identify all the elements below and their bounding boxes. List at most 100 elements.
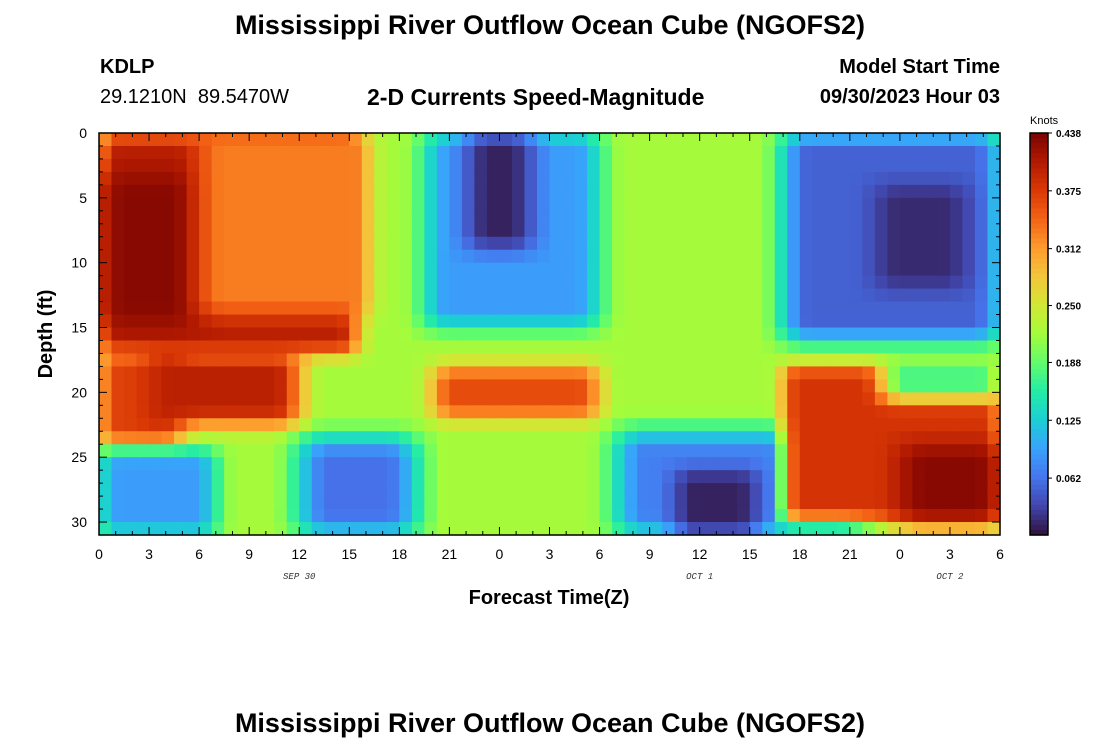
- heatmap-cell: [637, 483, 651, 497]
- heatmap-cell: [336, 236, 350, 251]
- heatmap-cell: [949, 431, 964, 445]
- heatmap-cell: [324, 210, 338, 225]
- heatmap-cell: [424, 327, 438, 342]
- heatmap-cell: [261, 327, 275, 342]
- heatmap-cell: [662, 353, 676, 368]
- heatmap-cell: [324, 457, 338, 471]
- heatmap-cell: [349, 405, 363, 419]
- heatmap-cell: [749, 262, 763, 277]
- heatmap-cell: [874, 236, 888, 251]
- heatmap-cell: [286, 236, 300, 251]
- heatmap-cell: [787, 457, 801, 471]
- heatmap-cell: [111, 223, 125, 238]
- heatmap-cell: [774, 522, 788, 536]
- heatmap-cell: [536, 171, 551, 186]
- heatmap-cell: [687, 431, 701, 445]
- heatmap-cell: [837, 457, 851, 471]
- heatmap-cell: [236, 522, 250, 536]
- heatmap-cell: [737, 353, 751, 368]
- heatmap-cell: [411, 171, 425, 186]
- heatmap-cell: [161, 275, 175, 290]
- heatmap-cell: [286, 470, 300, 484]
- heatmap-cell: [336, 145, 350, 160]
- heatmap-cell: [924, 262, 939, 277]
- heatmap-cell: [699, 327, 713, 342]
- heatmap-cell: [186, 171, 200, 186]
- heatmap-cell: [949, 405, 964, 419]
- heatmap-cell: [699, 340, 713, 355]
- heatmap-cell: [912, 288, 926, 303]
- heatmap-cell: [199, 483, 213, 497]
- heatmap-cell: [236, 392, 250, 406]
- heatmap-cell: [599, 353, 613, 368]
- heatmap-cell: [724, 405, 738, 419]
- heatmap-cell: [974, 522, 989, 536]
- heatmap-cell: [474, 366, 488, 380]
- heatmap-cell: [461, 353, 476, 368]
- heatmap-cell: [712, 249, 726, 264]
- heatmap-cell: [324, 444, 338, 458]
- heatmap-cell: [899, 145, 913, 160]
- heatmap-cell: [511, 223, 526, 238]
- heatmap-cell: [824, 470, 838, 484]
- heatmap-cell: [399, 431, 413, 445]
- heatmap-cell: [474, 470, 488, 484]
- heatmap-cell: [949, 145, 964, 160]
- heatmap-cell: [612, 158, 626, 173]
- heatmap-cell: [161, 457, 175, 471]
- heatmap-cell: [461, 366, 476, 380]
- heatmap-cell: [286, 340, 300, 355]
- heatmap-cell: [249, 405, 263, 419]
- heatmap-cell: [361, 366, 375, 380]
- heatmap-cell: [749, 275, 763, 290]
- colorbar-tick-label: 0.125: [1056, 416, 1081, 427]
- heatmap-cell: [461, 171, 476, 186]
- heatmap-cell: [299, 236, 313, 251]
- heatmap-cell: [174, 249, 188, 264]
- heatmap-cell: [937, 418, 951, 432]
- heatmap-cell: [174, 171, 188, 186]
- heatmap-cell: [974, 288, 989, 303]
- heatmap-cell: [712, 444, 726, 458]
- heatmap-cell: [249, 133, 263, 147]
- heatmap-cell: [261, 171, 275, 186]
- heatmap-cell: [662, 405, 676, 419]
- heatmap-cell: [299, 145, 313, 160]
- colorbar-segment: [1030, 504, 1048, 511]
- heatmap-cell: [724, 340, 738, 355]
- heatmap-cell: [324, 184, 338, 199]
- heatmap-cell: [399, 288, 413, 303]
- heatmap-cell: [749, 392, 763, 406]
- heatmap-cell: [924, 392, 939, 406]
- heatmap-cell: [549, 249, 563, 264]
- heatmap-cell: [274, 340, 288, 355]
- heatmap-cell: [199, 184, 213, 199]
- heatmap-cell: [762, 275, 776, 290]
- heatmap-cell: [536, 405, 551, 419]
- heatmap-cell: [787, 133, 801, 147]
- heatmap-cell: [574, 522, 588, 536]
- heatmap-cell: [824, 133, 838, 147]
- heatmap-cell: [674, 223, 688, 238]
- heatmap-cell: [299, 418, 313, 432]
- heatmap-cell: [411, 210, 425, 225]
- heatmap-cell: [274, 133, 288, 147]
- heatmap-cell: [261, 262, 275, 277]
- heatmap-cell: [912, 262, 926, 277]
- heatmap-cell: [99, 405, 113, 419]
- heatmap-cell: [562, 379, 576, 393]
- heatmap-cell: [99, 145, 113, 160]
- heatmap-cell: [349, 145, 363, 160]
- heatmap-cell: [274, 171, 288, 186]
- heatmap-cell: [987, 392, 1001, 406]
- heatmap-cell: [449, 496, 463, 510]
- heatmap-cell: [549, 197, 563, 212]
- heatmap-cell: [974, 431, 989, 445]
- heatmap-cell: [774, 379, 788, 393]
- heatmap-cell: [849, 496, 863, 510]
- heatmap-cell: [186, 197, 200, 212]
- heatmap-cell: [962, 249, 976, 264]
- heatmap-cell: [274, 262, 288, 277]
- heatmap-cell: [286, 314, 300, 329]
- heatmap-cell: [536, 327, 551, 342]
